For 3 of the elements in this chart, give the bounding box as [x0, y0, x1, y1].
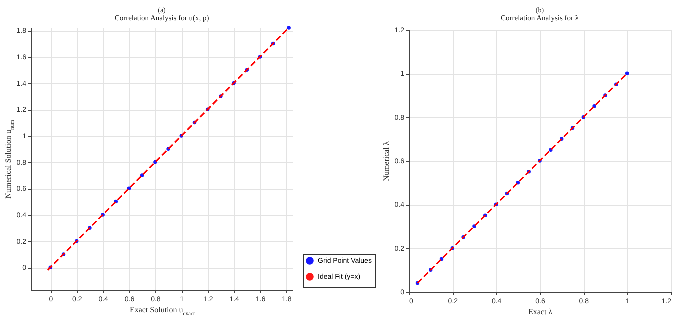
y-axis-title: Numerical λ — [382, 142, 391, 182]
x-axis-title: Exact Solution u$_{exact}$ — [130, 306, 196, 318]
x-axis-title: Exact λ — [528, 308, 553, 316]
